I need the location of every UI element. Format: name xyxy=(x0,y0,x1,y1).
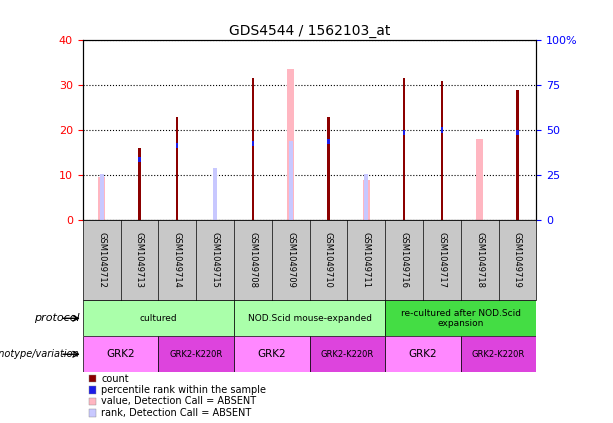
Bar xyxy=(385,336,461,372)
Text: GSM1049713: GSM1049713 xyxy=(135,232,144,288)
Bar xyxy=(83,300,234,336)
Bar xyxy=(251,141,254,146)
Text: GSM1049718: GSM1049718 xyxy=(475,232,484,288)
Text: genotype/variation: genotype/variation xyxy=(0,349,80,359)
Bar xyxy=(327,117,330,220)
Text: GSM1049717: GSM1049717 xyxy=(437,232,446,288)
Bar xyxy=(176,143,178,148)
Bar xyxy=(403,78,405,220)
Bar xyxy=(310,336,385,372)
Text: GRK2: GRK2 xyxy=(106,349,135,359)
Bar xyxy=(176,117,178,220)
Text: protocol: protocol xyxy=(34,313,80,323)
Bar xyxy=(98,177,105,220)
Bar xyxy=(327,139,330,144)
Bar xyxy=(213,168,217,220)
Text: count: count xyxy=(101,374,129,384)
Bar xyxy=(138,157,141,162)
Text: GSM1049711: GSM1049711 xyxy=(362,232,371,288)
Text: GSM1049709: GSM1049709 xyxy=(286,232,295,288)
Text: GRK2-K220R: GRK2-K220R xyxy=(472,350,525,359)
Text: percentile rank within the sample: percentile rank within the sample xyxy=(101,385,266,395)
Bar xyxy=(234,300,385,336)
Bar xyxy=(441,127,443,133)
Bar xyxy=(251,78,254,220)
Bar xyxy=(403,129,405,135)
Bar xyxy=(516,129,519,135)
Text: re-cultured after NOD.Scid
expansion: re-cultured after NOD.Scid expansion xyxy=(401,309,521,328)
Title: GDS4544 / 1562103_at: GDS4544 / 1562103_at xyxy=(229,24,390,38)
Bar xyxy=(287,69,294,220)
Text: value, Detection Call = ABSENT: value, Detection Call = ABSENT xyxy=(101,396,256,407)
Bar xyxy=(83,336,158,372)
Text: rank, Detection Call = ABSENT: rank, Detection Call = ABSENT xyxy=(101,408,251,418)
Bar xyxy=(289,141,292,220)
Text: GSM1049714: GSM1049714 xyxy=(173,232,182,288)
Bar xyxy=(461,336,536,372)
Text: GSM1049716: GSM1049716 xyxy=(400,232,409,288)
Bar xyxy=(476,139,483,220)
Bar xyxy=(441,81,443,220)
Text: GSM1049712: GSM1049712 xyxy=(97,232,106,288)
Text: GRK2-K220R: GRK2-K220R xyxy=(170,350,223,359)
Text: NOD.Scid mouse-expanded: NOD.Scid mouse-expanded xyxy=(248,314,371,323)
Text: GRK2: GRK2 xyxy=(257,349,286,359)
Bar xyxy=(234,336,310,372)
Text: GSM1049708: GSM1049708 xyxy=(248,232,257,288)
Bar xyxy=(158,336,234,372)
Bar xyxy=(364,174,368,220)
Bar xyxy=(516,90,519,220)
Text: cultured: cultured xyxy=(140,314,177,323)
Text: GSM1049715: GSM1049715 xyxy=(210,232,219,288)
Text: GRK2-K220R: GRK2-K220R xyxy=(321,350,374,359)
Text: GSM1049710: GSM1049710 xyxy=(324,232,333,288)
Text: GRK2: GRK2 xyxy=(409,349,437,359)
Bar xyxy=(363,180,370,220)
Bar xyxy=(385,300,536,336)
Bar xyxy=(138,148,141,220)
Bar xyxy=(100,174,104,220)
Text: GSM1049719: GSM1049719 xyxy=(513,232,522,288)
